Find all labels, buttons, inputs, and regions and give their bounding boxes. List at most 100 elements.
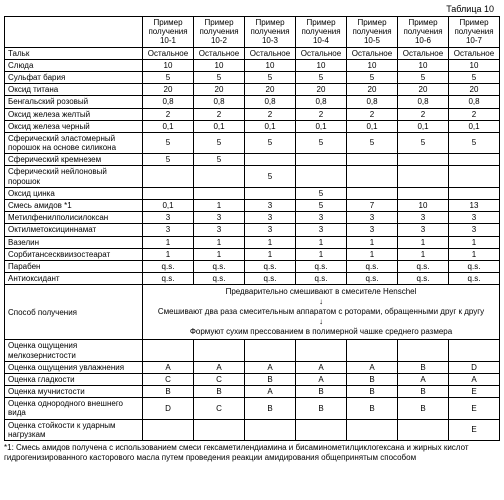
cell: q.s. [347, 260, 398, 272]
cell [296, 340, 347, 361]
cell: 3 [398, 224, 449, 236]
cell [449, 187, 500, 199]
cell: 3 [245, 200, 296, 212]
method-row: Способ получения Предварительно смешиваю… [5, 285, 500, 340]
cell: B [347, 373, 398, 385]
ingredient-label: Оксид цинка [5, 187, 143, 199]
ingredient-label: Оксид титана [5, 84, 143, 96]
cell [143, 340, 194, 361]
cell: B [398, 398, 449, 419]
cell: 13 [449, 200, 500, 212]
cell: 0,1 [296, 120, 347, 132]
cell: 1 [449, 248, 500, 260]
cell: 3 [296, 212, 347, 224]
eval-label: Оценка ощущения мелкозернистости [5, 340, 143, 361]
cell: 3 [296, 224, 347, 236]
method-label: Способ получения [5, 285, 143, 340]
col-header: Пример получения 10-2 [194, 17, 245, 48]
cell [398, 154, 449, 166]
ingredient-label: Тальк [5, 47, 143, 59]
cell: 5 [449, 71, 500, 83]
cell: 10 [245, 59, 296, 71]
cell: Остальное [245, 47, 296, 59]
cell: C [143, 373, 194, 385]
cell: 3 [449, 212, 500, 224]
cell: Остальное [143, 47, 194, 59]
cell [194, 419, 245, 440]
cell: 0,1 [245, 120, 296, 132]
ingredient-label: Слюда [5, 59, 143, 71]
cell: 5 [398, 132, 449, 153]
cell: 20 [449, 84, 500, 96]
table-row: Слюда10101010101010 [5, 59, 500, 71]
cell [347, 187, 398, 199]
table-row: Оксид железа черный0,10,10,10,10,10,10,1 [5, 120, 500, 132]
cell: B [398, 386, 449, 398]
cell: 2 [296, 108, 347, 120]
cell: C [194, 398, 245, 419]
cell: 10 [449, 59, 500, 71]
cell: 0,8 [398, 96, 449, 108]
cell [143, 419, 194, 440]
cell: 2 [347, 108, 398, 120]
cell: 1 [296, 236, 347, 248]
table-row: Оценка гладкостиCCBABAA [5, 373, 500, 385]
table-row: Оценка стойкости к ударным нагрузкамE [5, 419, 500, 440]
cell: 3 [245, 224, 296, 236]
cell: A [245, 361, 296, 373]
method-cell: Предварительно смешивают в смесителе Hen… [143, 285, 500, 340]
cell: 3 [245, 212, 296, 224]
table-row: Парабенq.s.q.s.q.s.q.s.q.s.q.s.q.s. [5, 260, 500, 272]
cell: 0,1 [143, 120, 194, 132]
cell: 5 [143, 132, 194, 153]
table-row: Сферический нейлоновый порошок5 [5, 166, 500, 187]
cell: D [143, 398, 194, 419]
table-row: Антиоксидантq.s.q.s.q.s.q.s.q.s.q.s.q.s. [5, 273, 500, 285]
ingredient-label: Оксид железа желтый [5, 108, 143, 120]
cell: 2 [143, 108, 194, 120]
cell: q.s. [194, 273, 245, 285]
cell: B [245, 398, 296, 419]
table-row: Бенгальский розовый0,80,80,80,80,80,80,8 [5, 96, 500, 108]
col-header: Пример получения 10-4 [296, 17, 347, 48]
cell: 5 [347, 132, 398, 153]
cell [398, 187, 449, 199]
cell: 5 [245, 132, 296, 153]
cell: 10 [347, 59, 398, 71]
cell: q.s. [398, 260, 449, 272]
cell: 0,8 [245, 96, 296, 108]
cell: Остальное [449, 47, 500, 59]
cell: 5 [296, 132, 347, 153]
cell: Остальное [398, 47, 449, 59]
cell: 3 [347, 212, 398, 224]
cell: B [347, 398, 398, 419]
cell: 10 [398, 200, 449, 212]
cell: A [296, 373, 347, 385]
ingredient-label: Парабен [5, 260, 143, 272]
cell [245, 187, 296, 199]
cell: A [194, 361, 245, 373]
cell: E [449, 398, 500, 419]
cell: 2 [398, 108, 449, 120]
cell: 1 [347, 248, 398, 260]
cell: A [347, 361, 398, 373]
ingredient-label: Метилфенилполисилоксан [5, 212, 143, 224]
cell: 5 [296, 187, 347, 199]
cell: 10 [143, 59, 194, 71]
cell [296, 419, 347, 440]
cell [449, 154, 500, 166]
cell: 1 [449, 236, 500, 248]
cell [398, 166, 449, 187]
table-row: ТалькОстальноеОстальноеОстальноеОстально… [5, 47, 500, 59]
cell: 3 [347, 224, 398, 236]
ingredient-label: Сульфат бария [5, 71, 143, 83]
cell: A [245, 386, 296, 398]
cell: 2 [449, 108, 500, 120]
cell: 0,8 [449, 96, 500, 108]
cell [296, 166, 347, 187]
cell: q.s. [296, 260, 347, 272]
cell: 0,8 [143, 96, 194, 108]
cell [449, 166, 500, 187]
eval-label: Оценка ощущения увлажнения [5, 361, 143, 373]
cell: B [296, 398, 347, 419]
